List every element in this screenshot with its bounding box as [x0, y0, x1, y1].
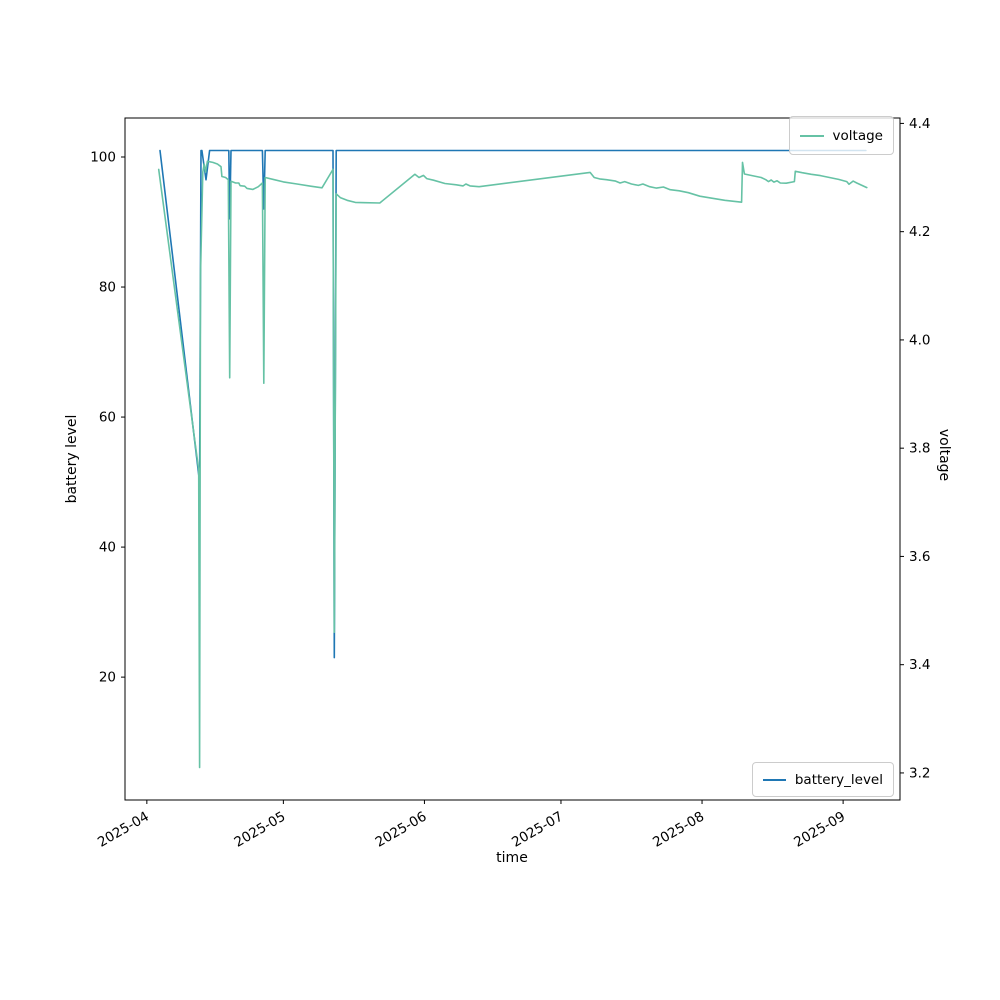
y-left-tick-label-100: 100 — [90, 150, 116, 166]
plot-border — [124, 117, 901, 801]
y-left-tick-label-20: 20 — [99, 670, 116, 686]
x-tick-label-2025-07: 2025-07 — [509, 809, 566, 851]
voltage-line — [157, 160, 868, 769]
y-right-tick-label-4: 4.0 — [909, 332, 930, 348]
y-left-tick-label-40: 40 — [99, 540, 116, 556]
battery-level-line-sample — [763, 778, 786, 781]
legend-voltage: voltage — [789, 116, 894, 155]
x-tick-label-2025-09: 2025-09 — [791, 809, 848, 851]
y-right-tick-label-3.4: 3.4 — [909, 657, 930, 673]
x-tick-label-2025-05: 2025-05 — [232, 809, 289, 851]
battery_level-line — [159, 149, 867, 659]
x-axis-label: time — [496, 850, 528, 866]
y-right-tick-label-3.2: 3.2 — [909, 765, 930, 781]
legend-battery-level-label: battery_level — [794, 771, 883, 788]
y-axis-label-left: battery level — [64, 414, 80, 504]
y-left-tick-label-60: 60 — [99, 410, 116, 426]
legend-voltage-label: voltage — [832, 127, 883, 144]
x-tick-label-2025-06: 2025-06 — [373, 809, 430, 851]
voltage-line-sample — [800, 134, 824, 137]
y-right-tick-label-3.6: 3.6 — [909, 549, 930, 565]
y-axis-label-right: voltage — [936, 428, 952, 482]
x-tick-label-2025-08: 2025-08 — [650, 809, 707, 851]
y-right-tick-label-3.8: 3.8 — [909, 441, 930, 457]
legend-battery-level: battery_level — [752, 762, 894, 797]
y-right-tick-label-4.2: 4.2 — [909, 224, 930, 240]
y-right-tick-label-4.4: 4.4 — [909, 116, 930, 132]
x-tick-label-2025-04: 2025-04 — [95, 809, 152, 851]
y-left-tick-label-80: 80 — [99, 280, 116, 296]
